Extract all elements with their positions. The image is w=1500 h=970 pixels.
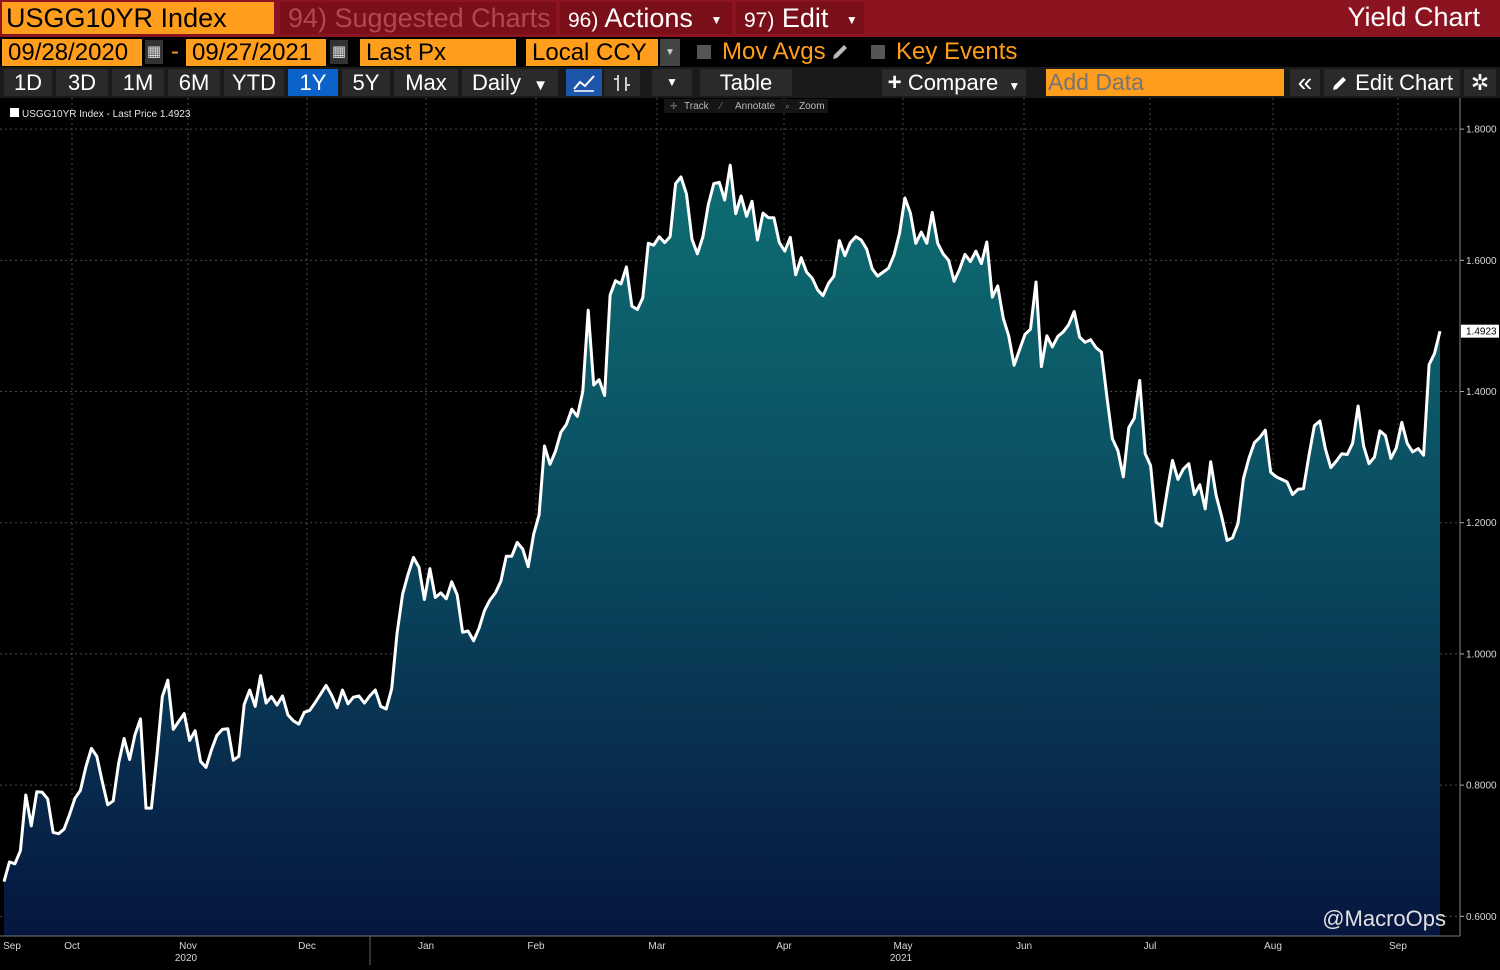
range-5y-button[interactable]: 5Y bbox=[342, 69, 390, 96]
area-fill bbox=[4, 165, 1440, 936]
mov-avgs-checkbox[interactable] bbox=[697, 45, 711, 59]
range-max-button[interactable]: Max bbox=[394, 69, 458, 96]
last-price-label: 1.4923 bbox=[1466, 327, 1497, 338]
edit-label: Edit bbox=[781, 3, 829, 33]
x-tick-label: Mar bbox=[648, 941, 666, 952]
y-tick-label: 1.4000 bbox=[1466, 387, 1497, 398]
compare-button[interactable]: + Compare ▼ bbox=[882, 69, 1026, 96]
currency-select[interactable]: Local CCY bbox=[526, 39, 658, 66]
edit-menu[interactable]: 97) Edit ▼ bbox=[736, 2, 864, 34]
legend-swatch bbox=[10, 108, 19, 117]
calendar-icon[interactable]: ▦ bbox=[145, 40, 163, 64]
actions-menu[interactable]: 96) Actions ▼ bbox=[560, 2, 732, 34]
add-data-input[interactable] bbox=[1046, 69, 1284, 96]
toolbar: 1D 3D 1M 6M YTD 1Y 5Y Max Daily ▼ ▼ Tabl… bbox=[0, 67, 1500, 98]
chevron-down-icon[interactable]: ▼ bbox=[660, 39, 680, 66]
range-6m-button[interactable]: 6M bbox=[168, 69, 220, 96]
track-icon[interactable]: ✛ bbox=[670, 101, 678, 111]
x-tick-label: Jul bbox=[1144, 941, 1157, 952]
x-tick-label: Apr bbox=[776, 941, 792, 952]
mov-avgs-label: Mov Avgs bbox=[722, 38, 826, 65]
last-price-marker: 1.4923 bbox=[1461, 324, 1499, 338]
price-line bbox=[2, 163, 1442, 883]
y-tick-label: 1.2000 bbox=[1466, 518, 1497, 529]
key-events-checkbox[interactable] bbox=[871, 45, 885, 59]
y-tick-label: 1.6000 bbox=[1466, 256, 1497, 267]
x-tick-label: Jan bbox=[418, 941, 434, 952]
zoom-icon[interactable]: ⌕ bbox=[785, 101, 790, 111]
range-1y-button[interactable]: 1Y bbox=[288, 69, 338, 96]
legend-text: USGG10YR Index - Last Price 1.4923 bbox=[22, 109, 191, 120]
line-chart-icon[interactable] bbox=[566, 69, 602, 96]
start-date-input[interactable]: 09/28/2020 bbox=[2, 39, 142, 66]
y-tick-label: 1.8000 bbox=[1466, 125, 1497, 136]
y-tick-label: 0.8000 bbox=[1466, 781, 1497, 792]
edit-number: 97) bbox=[744, 9, 775, 32]
annotate-icon[interactable]: ⁄ bbox=[718, 101, 723, 111]
title-bar: USGG10YR Index 94) Suggested Charts 96) … bbox=[0, 0, 1500, 37]
watermark: @MacroOps bbox=[1322, 906, 1446, 931]
caret-down-icon: ▼ bbox=[533, 77, 548, 94]
periodicity-select[interactable]: Daily ▼ bbox=[462, 69, 558, 96]
x-tick-label: Nov bbox=[179, 941, 197, 952]
actions-label: Actions bbox=[604, 3, 693, 33]
range-1d-button[interactable]: 1D bbox=[4, 69, 52, 96]
pencil-icon bbox=[1333, 77, 1347, 90]
range-3d-button[interactable]: 3D bbox=[56, 69, 108, 96]
range-ytd-button[interactable]: YTD bbox=[224, 69, 284, 96]
caret-down-icon: ▼ bbox=[1008, 79, 1021, 93]
compare-label: Compare bbox=[907, 70, 999, 95]
track-tool[interactable]: Track bbox=[684, 101, 710, 112]
x-year-label: 2020 bbox=[175, 953, 198, 964]
page-title: Yield Chart bbox=[1347, 2, 1480, 32]
x-year-label: 2021 bbox=[890, 953, 913, 964]
gear-icon[interactable]: ✲ bbox=[1464, 69, 1496, 96]
x-tick-label: Sep bbox=[3, 941, 21, 952]
caret-down-icon: ▼ bbox=[845, 12, 858, 27]
zoom-tool[interactable]: Zoom bbox=[799, 101, 825, 112]
plus-icon: + bbox=[887, 69, 902, 96]
date-controls-bar: 09/28/2020 ▦ - 09/27/2021 ▦ Last Px Loca… bbox=[0, 37, 1500, 67]
x-tick-label: May bbox=[894, 941, 913, 952]
chart-area[interactable]: 0.6000 0.8000 1.0000 1.2000 1.4000 1.6000 1.80… bbox=[0, 98, 1500, 966]
bar-chart-icon[interactable] bbox=[604, 69, 640, 96]
x-tick-label: Feb bbox=[527, 941, 545, 952]
field-select[interactable]: Last Px bbox=[360, 39, 516, 66]
edit-chart-label: Edit Chart bbox=[1355, 70, 1453, 95]
chevron-down-icon[interactable]: ▼ bbox=[652, 69, 692, 96]
y-tick-label: 1.0000 bbox=[1466, 649, 1497, 660]
x-tick-label: Dec bbox=[298, 941, 316, 952]
date-range-dash: - bbox=[171, 38, 179, 65]
yield-chart[interactable]: 0.6000 0.8000 1.0000 1.2000 1.4000 1.6000 1.80… bbox=[0, 98, 1500, 966]
x-tick-label: Oct bbox=[64, 941, 80, 952]
calendar-icon[interactable]: ▦ bbox=[330, 40, 348, 64]
suggested-charts-button[interactable]: 94) Suggested Charts bbox=[280, 2, 556, 34]
y-tick-label: 0.6000 bbox=[1466, 912, 1497, 923]
caret-down-icon: ▼ bbox=[710, 12, 723, 27]
ticker-field[interactable]: USGG10YR Index bbox=[2, 2, 274, 34]
chart-tools: ✛ Track ⁄ Annotate ⌕ Zoom bbox=[664, 99, 828, 113]
pencil-icon[interactable] bbox=[830, 42, 850, 62]
key-events-label: Key Events bbox=[896, 38, 1018, 65]
range-1m-button[interactable]: 1M bbox=[112, 69, 164, 96]
x-tick-label: Jun bbox=[1016, 941, 1032, 952]
edit-chart-button[interactable]: Edit Chart bbox=[1324, 69, 1460, 96]
actions-number: 96) bbox=[568, 9, 599, 32]
table-button[interactable]: Table bbox=[700, 69, 792, 96]
double-chevron-left-icon[interactable]: « bbox=[1290, 69, 1320, 96]
end-date-input[interactable]: 09/27/2021 bbox=[186, 39, 326, 66]
x-tick-label: Sep bbox=[1389, 941, 1407, 952]
x-tick-label: Aug bbox=[1264, 941, 1282, 952]
annotate-tool[interactable]: Annotate bbox=[735, 101, 775, 112]
periodicity-label: Daily bbox=[472, 70, 521, 95]
